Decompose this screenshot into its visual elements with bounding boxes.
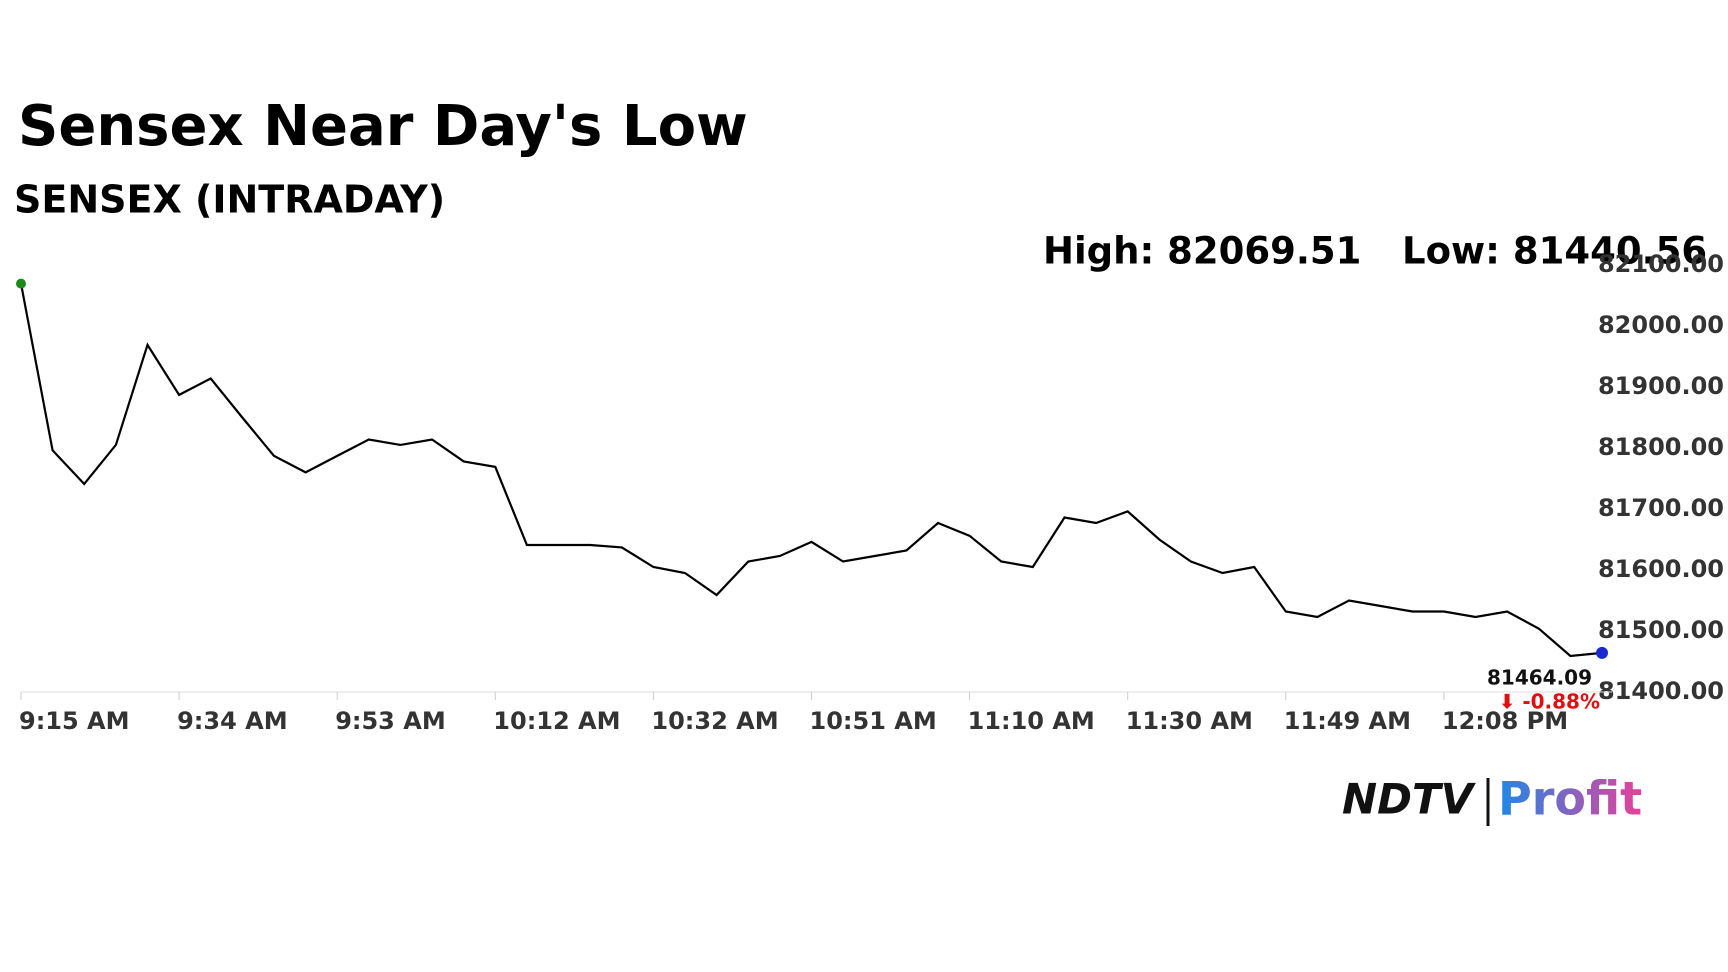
x-tick-label: 10:32 AM (651, 707, 778, 735)
y-tick-label: 81500.00 (1598, 616, 1724, 644)
start-dot (16, 278, 26, 289)
brand-ndtv: NDTV (1342, 775, 1477, 824)
x-tick-label: 9:15 AM (19, 707, 130, 735)
x-tick-label: 10:51 AM (810, 707, 937, 735)
x-tick-label: 9:53 AM (335, 707, 446, 735)
x-tick-label: 9:34 AM (177, 707, 288, 735)
change-label: ⬇ -0.88% (1499, 689, 1600, 713)
low-label: Low: 81440.56 (1402, 230, 1707, 273)
x-tick-label: 11:10 AM (968, 707, 1095, 735)
last-value-label: 81464.09 (1487, 665, 1592, 689)
x-tick-label: 11:30 AM (1126, 707, 1253, 735)
end-dot (1596, 646, 1608, 659)
y-tick-label: 82100.00 (1598, 250, 1724, 278)
chart-subtitle: SENSEX (INTRADAY) (14, 178, 445, 222)
high-label: High: 82069.51 (1043, 230, 1361, 273)
y-tick-label: 81800.00 (1598, 433, 1724, 461)
y-tick-label: 82000.00 (1598, 311, 1724, 339)
y-tick-label: 81700.00 (1598, 494, 1724, 522)
y-tick-label: 81400.00 (1598, 677, 1724, 705)
y-tick-label: 81900.00 (1598, 372, 1724, 400)
price-line (19, 283, 1603, 658)
y-tick-label: 81600.00 (1598, 555, 1724, 583)
chart-title: Sensex Near Day's Low (18, 94, 748, 159)
x-tick-label: 11:49 AM (1284, 707, 1411, 735)
brand-profit: Profit (1498, 772, 1642, 826)
x-tick-label: 10:12 AM (493, 707, 620, 735)
x-tick-label: 12:08 PM (1442, 707, 1568, 735)
